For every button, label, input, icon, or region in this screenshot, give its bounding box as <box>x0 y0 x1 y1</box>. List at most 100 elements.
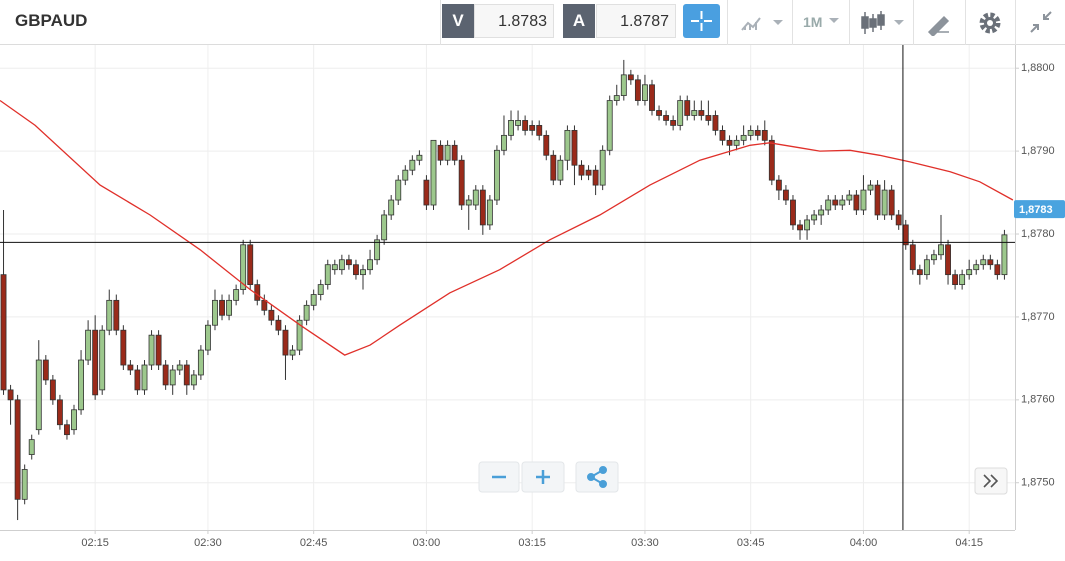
candle-body <box>183 364 190 386</box>
crosshair-button[interactable] <box>683 4 720 38</box>
candle-body <box>430 139 437 206</box>
candle-body <box>99 329 106 391</box>
candle-body <box>1001 234 1008 276</box>
ask-price[interactable]: 1.8787 <box>596 4 676 38</box>
candle-body <box>790 199 796 226</box>
collapse-button[interactable] <box>1028 9 1054 35</box>
separator <box>965 0 966 45</box>
candle-body <box>212 299 218 326</box>
candle-body <box>155 334 162 366</box>
candle-body <box>204 324 211 351</box>
candle-body <box>303 304 310 321</box>
grid <box>0 45 1015 530</box>
candle-type-button[interactable] <box>860 10 906 36</box>
y-tick-label: 1,8780 <box>1021 228 1055 240</box>
candle-body <box>21 469 28 500</box>
candle-body <box>14 399 21 500</box>
candle-body <box>345 259 352 266</box>
candle-body <box>747 129 754 136</box>
candle-body <box>113 299 120 331</box>
candle-body <box>931 254 937 261</box>
candle-body <box>733 139 740 146</box>
candle-body <box>247 244 254 285</box>
candle-body <box>881 189 888 216</box>
candle-body <box>663 115 670 121</box>
candle-body <box>56 399 63 426</box>
candle-body <box>176 364 183 371</box>
candle-body <box>867 184 874 191</box>
candle-body <box>670 120 677 126</box>
last-price-tag <box>1014 200 1065 219</box>
candle-body <box>677 100 684 126</box>
timeframe-caret[interactable] <box>828 17 840 25</box>
timeframe[interactable]: 1M <box>803 14 823 30</box>
candle-body <box>959 274 966 285</box>
candle-body <box>945 244 951 276</box>
x-tick-label: 03:00 <box>413 537 441 549</box>
candle-body <box>402 169 409 181</box>
bid-label[interactable]: V <box>442 4 474 38</box>
candle-body <box>268 309 275 321</box>
candle-body <box>797 224 803 231</box>
ask-label[interactable]: A <box>563 4 595 38</box>
candle-body <box>451 144 458 161</box>
candle-body <box>42 359 49 381</box>
candle-body <box>472 189 479 206</box>
candle-body <box>92 329 99 396</box>
chart-type-button[interactable] <box>740 12 785 34</box>
candle-body <box>395 179 402 201</box>
candle-body <box>832 199 839 206</box>
candle-body <box>515 120 522 126</box>
candle-body <box>642 84 648 101</box>
candle-body <box>289 349 296 356</box>
candle-body <box>465 199 472 206</box>
candle-body <box>169 369 176 386</box>
candle-body <box>839 199 846 206</box>
candle-body <box>275 319 282 331</box>
candle-body <box>726 139 733 146</box>
candle-body <box>296 319 303 351</box>
candle-body <box>804 219 811 231</box>
candle-body <box>493 149 500 201</box>
candle-body <box>331 264 338 271</box>
candle-body <box>656 110 662 116</box>
x-tick-label: 02:45 <box>300 537 328 549</box>
candle-body <box>388 199 395 216</box>
candle-body <box>148 334 155 366</box>
settings-button[interactable] <box>977 10 1003 36</box>
candle-body <box>324 264 331 285</box>
marks <box>0 45 1015 530</box>
candle-body <box>684 100 691 116</box>
candle-body <box>691 110 698 116</box>
candle-body <box>599 149 606 186</box>
candle-body <box>888 189 895 216</box>
candle-body <box>35 359 42 431</box>
toolbar: GBPAUD V 1.8783 A 1.8787 1M <box>0 0 1065 45</box>
x-tick-label: 03:45 <box>737 537 765 549</box>
candle-body <box>458 159 465 206</box>
candle-body <box>409 159 416 171</box>
last-price-label: 1,8783 <box>1019 204 1053 216</box>
candle-body <box>606 100 613 151</box>
candle-body <box>825 199 832 211</box>
draw-tool-button[interactable] <box>926 10 952 36</box>
candle-body <box>120 329 127 366</box>
candle-body <box>620 74 627 96</box>
candle-body <box>994 264 1001 276</box>
x-tick-label: 04:00 <box>850 537 878 549</box>
candle-body <box>486 199 493 226</box>
bid-price[interactable]: 1.8783 <box>474 4 554 38</box>
candle-body <box>141 364 148 391</box>
candle-body <box>416 154 423 161</box>
candle-body <box>190 374 197 386</box>
candle-body <box>522 120 529 131</box>
candle-body <box>71 409 77 431</box>
share-button[interactable] <box>575 461 619 493</box>
candle-body <box>536 125 543 136</box>
candle-body <box>479 189 486 226</box>
x-tick-label: 02:15 <box>81 537 109 549</box>
y-tick-label: 1,8770 <box>1021 311 1055 323</box>
candle-body <box>973 264 980 271</box>
candle-body <box>219 299 225 316</box>
